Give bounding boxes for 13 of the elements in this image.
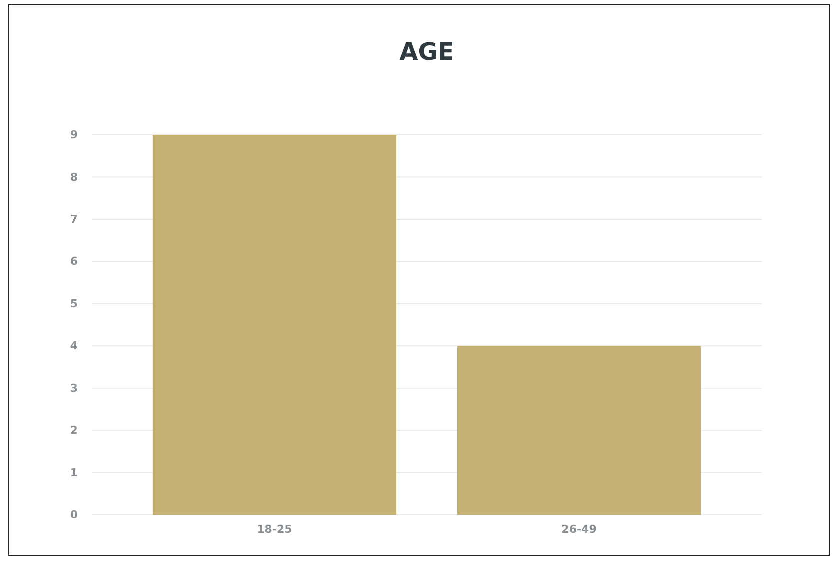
y-tick-label: 3 bbox=[70, 382, 78, 395]
y-tick-label: 5 bbox=[70, 297, 78, 310]
y-tick-label: 1 bbox=[70, 466, 78, 480]
y-tick-label: 2 bbox=[70, 424, 78, 438]
x-tick-label: 18-25 bbox=[257, 522, 292, 536]
chart-title: AGE bbox=[400, 38, 454, 66]
y-tick-label: 7 bbox=[70, 212, 78, 226]
y-tick-label: 0 bbox=[70, 508, 78, 522]
y-tick-label: 8 bbox=[70, 170, 78, 184]
y-tick-label: 6 bbox=[70, 255, 78, 268]
y-tick-label: 4 bbox=[70, 340, 78, 353]
y-tick-label: 9 bbox=[70, 128, 78, 142]
x-tick-label: 26-49 bbox=[562, 522, 597, 536]
